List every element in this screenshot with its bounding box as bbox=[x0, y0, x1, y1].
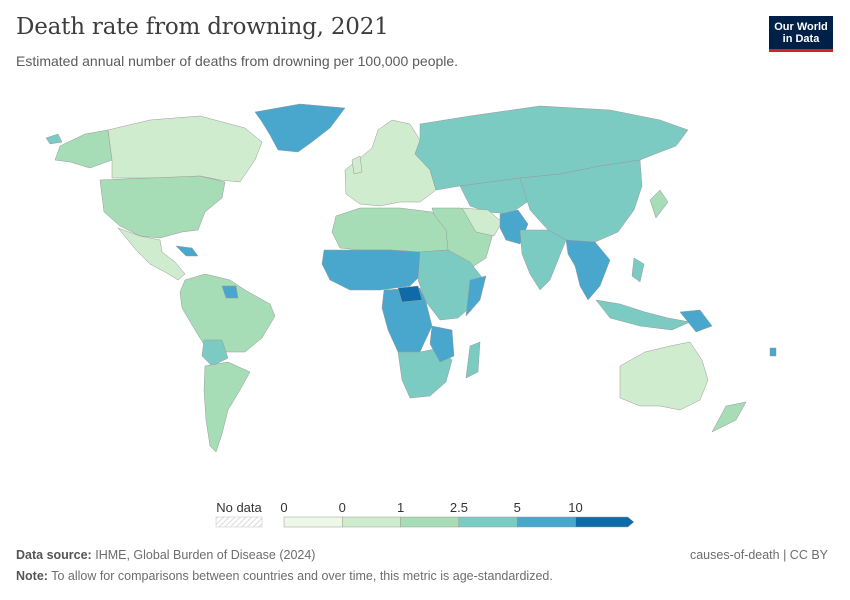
data-source-text: IHME, Global Burden of Disease (2024) bbox=[95, 548, 316, 562]
legend-bin-1[interactable] bbox=[342, 516, 401, 528]
region-australia[interactable] bbox=[619, 341, 709, 411]
logo-line-1: Our World bbox=[774, 21, 828, 33]
region-guianas[interactable] bbox=[221, 285, 239, 299]
region-china[interactable] bbox=[519, 159, 643, 243]
legend-bin-0[interactable] bbox=[283, 516, 343, 528]
region-canada[interactable] bbox=[107, 115, 263, 183]
region-central-asia[interactable] bbox=[459, 177, 531, 215]
footnote: Note: To allow for comparisons between c… bbox=[16, 569, 553, 583]
region-south-america-north[interactable] bbox=[179, 273, 276, 353]
legend-bin-3[interactable] bbox=[458, 516, 518, 528]
legend-no-data-swatch bbox=[215, 516, 263, 528]
logo-line-2: in Data bbox=[782, 33, 820, 45]
note-label: Note: bbox=[16, 569, 48, 583]
region-southern-africa[interactable] bbox=[397, 347, 453, 399]
region-pacific-islands[interactable] bbox=[769, 347, 777, 357]
chart-title: Death rate from drowning, 2021 bbox=[16, 14, 389, 40]
legend-no-data-label: No data bbox=[216, 500, 262, 515]
legend-tick-label: 5 bbox=[514, 500, 521, 515]
region-north-africa[interactable] bbox=[331, 207, 449, 253]
legend-tick-label: 2.5 bbox=[450, 500, 468, 515]
region-japan[interactable] bbox=[649, 189, 669, 219]
data-source-label: Data source: bbox=[16, 548, 92, 562]
legend-tick-label: 1 bbox=[397, 500, 404, 515]
legend-bin-2[interactable] bbox=[400, 516, 460, 528]
region-alaska[interactable] bbox=[54, 129, 113, 169]
legend-bin-4[interactable] bbox=[516, 516, 576, 528]
region-somalia[interactable] bbox=[465, 275, 487, 317]
legend-ticks: 0 0 1 2.5 5 10 bbox=[280, 500, 582, 515]
region-west-africa[interactable] bbox=[321, 249, 425, 291]
region-bolivia[interactable] bbox=[201, 339, 229, 367]
legend-bins bbox=[283, 516, 635, 528]
color-legend: No data 0 0 1 2.5 5 10 bbox=[210, 496, 650, 536]
note-text: To allow for comparisons between countri… bbox=[51, 569, 553, 583]
legend-tick-label: 0 bbox=[280, 500, 287, 515]
region-uk[interactable] bbox=[351, 155, 363, 175]
region-south-america-south[interactable] bbox=[203, 361, 251, 453]
map-svg bbox=[45, 103, 777, 453]
region-central-african-republic[interactable] bbox=[397, 285, 423, 303]
region-iran[interactable] bbox=[461, 207, 503, 237]
region-papua-new-guinea[interactable] bbox=[679, 309, 713, 333]
region-iceland[interactable] bbox=[45, 133, 63, 145]
region-philippines[interactable] bbox=[631, 257, 645, 283]
footer-license[interactable]: causes-of-death | CC BY bbox=[689, 548, 828, 562]
owid-logo[interactable]: Our World in Data bbox=[769, 16, 833, 52]
region-caribbean[interactable] bbox=[175, 245, 199, 257]
region-india[interactable] bbox=[519, 229, 567, 291]
legend-tick-label: 10 bbox=[568, 500, 582, 515]
region-greenland[interactable] bbox=[254, 103, 346, 153]
world-map[interactable] bbox=[0, 90, 850, 490]
region-mexico[interactable] bbox=[117, 227, 186, 281]
region-madagascar[interactable] bbox=[465, 341, 481, 379]
data-source: Data source: IHME, Global Burden of Dise… bbox=[16, 548, 315, 562]
region-new-zealand[interactable] bbox=[711, 401, 747, 433]
legend-tick-label: 0 bbox=[339, 500, 346, 515]
region-indonesia[interactable] bbox=[595, 299, 691, 331]
region-southeast-asia[interactable] bbox=[565, 239, 611, 301]
region-usa[interactable] bbox=[99, 175, 226, 239]
region-mozambique[interactable] bbox=[429, 325, 455, 363]
legend-bin-5[interactable] bbox=[575, 516, 635, 528]
chart-subtitle: Estimated annual number of deaths from d… bbox=[16, 53, 459, 69]
legend-svg: No data 0 0 1 2.5 5 10 bbox=[215, 500, 635, 528]
